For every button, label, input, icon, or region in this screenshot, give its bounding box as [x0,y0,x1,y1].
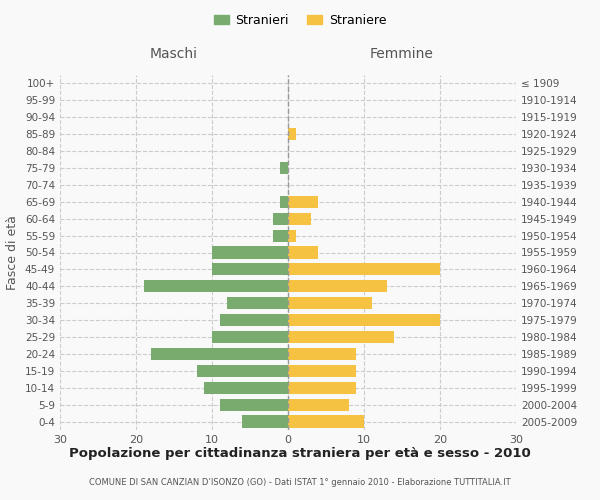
Text: Maschi: Maschi [150,47,198,61]
Bar [151,348,288,360]
Bar [288,314,440,326]
Bar [242,416,288,428]
Bar [280,196,288,208]
Bar [143,280,288,292]
Bar [212,331,288,343]
Bar [288,382,356,394]
Bar [288,230,296,241]
Bar [288,331,394,343]
Bar [227,297,288,310]
Bar [212,264,288,276]
Bar [273,212,288,225]
Bar [288,212,311,225]
Bar [280,162,288,174]
Text: Popolazione per cittadinanza straniera per età e sesso - 2010: Popolazione per cittadinanza straniera p… [69,448,531,460]
Y-axis label: Fasce di età: Fasce di età [7,215,19,290]
Bar [273,230,288,241]
Legend: Stranieri, Straniere: Stranieri, Straniere [209,8,391,32]
Bar [288,297,371,310]
Bar [220,398,288,410]
Bar [288,364,356,377]
Bar [288,398,349,410]
Bar [288,128,296,140]
Bar [288,348,356,360]
Bar [288,246,319,258]
Y-axis label: Anni di nascita: Anni di nascita [597,206,600,298]
Bar [288,416,364,428]
Text: Femmine: Femmine [370,47,434,61]
Bar [197,364,288,377]
Bar [288,280,387,292]
Text: COMUNE DI SAN CANZIAN D’ISONZO (GO) - Dati ISTAT 1° gennaio 2010 - Elaborazione : COMUNE DI SAN CANZIAN D’ISONZO (GO) - Da… [89,478,511,487]
Bar [212,246,288,258]
Bar [288,196,319,208]
Bar [288,264,440,276]
Bar [205,382,288,394]
Bar [220,314,288,326]
